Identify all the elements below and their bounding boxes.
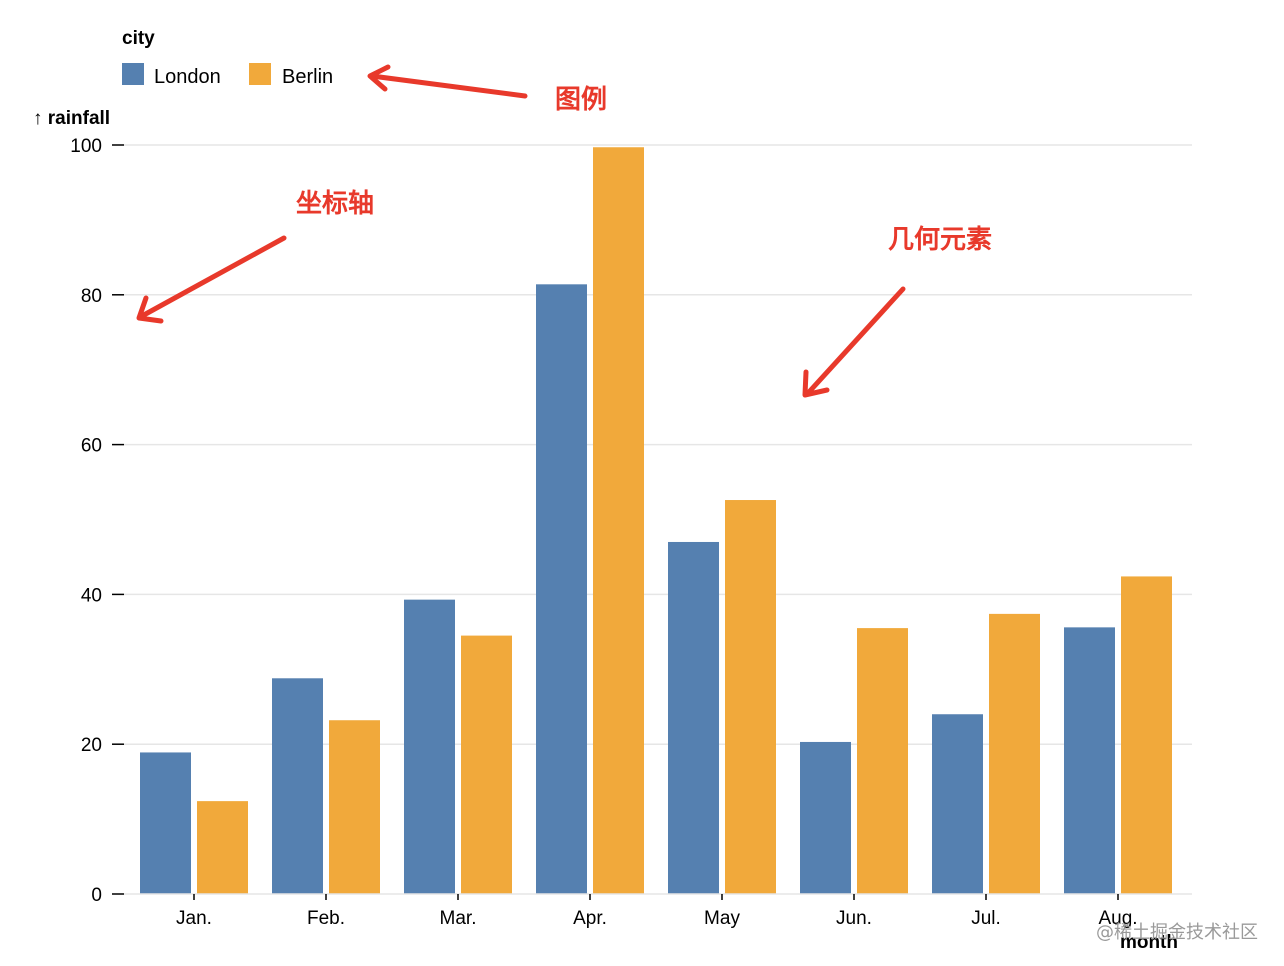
y-axis-title: ↑ rainfall [33, 108, 110, 129]
bar-berlin-1[interactable] [197, 801, 248, 894]
x-tick-label: Apr. [573, 908, 607, 929]
annotation-legend: 图例 [367, 64, 607, 115]
annotation-geometry: 几何元素 [802, 225, 992, 398]
annotation-label-axis: 坐标轴 [296, 189, 374, 219]
x-tick-label: May [704, 908, 740, 929]
bar-london-7[interactable] [932, 714, 983, 894]
x-axis-title: month [1120, 932, 1178, 953]
bar-london-8[interactable] [1064, 627, 1115, 894]
bar-london-4[interactable] [536, 284, 587, 895]
x-tick-label: Aug. [1098, 908, 1137, 929]
annotation-arrowhead-legend [367, 64, 391, 92]
bar-berlin-8[interactable] [1121, 576, 1172, 894]
bar-berlin-6[interactable] [857, 628, 908, 894]
bar-berlin-7[interactable] [989, 613, 1040, 894]
bar-berlin-4[interactable] [593, 147, 644, 894]
watermark: @稀土掘金技术社区 [1096, 922, 1258, 943]
bar-berlin-3[interactable] [461, 635, 512, 894]
y-tick-label: 60 [81, 436, 102, 457]
bar-berlin-5[interactable] [725, 500, 776, 894]
y-tick-label: 40 [81, 585, 102, 606]
y-tick-label: 80 [81, 286, 102, 307]
legend-swatch-berlin [249, 63, 271, 85]
legend-swatch-london [122, 63, 144, 85]
y-tick-label: 100 [70, 136, 102, 157]
bar-london-2[interactable] [272, 678, 323, 894]
legend-title: city [122, 28, 155, 49]
y-tick-label: 20 [81, 735, 102, 756]
annotation-arrow-geometry [806, 286, 906, 395]
legend-label-berlin[interactable]: Berlin [282, 66, 333, 88]
x-tick-label: Mar. [440, 908, 477, 929]
annotation-label-legend: 图例 [555, 85, 607, 115]
x-tick-label: Feb. [307, 908, 345, 929]
annotation-arrowhead-axis [136, 295, 164, 324]
annotation-axis: 坐标轴 [136, 189, 374, 324]
bar-london-5[interactable] [668, 541, 719, 894]
bar-berlin-2[interactable] [329, 720, 380, 894]
annotation-label-geometry: 几何元素 [888, 225, 992, 255]
annotation-arrow-axis [139, 235, 287, 319]
x-tick-label: Jun. [836, 908, 872, 929]
bar-london-6[interactable] [800, 741, 851, 894]
bar-london-1[interactable] [140, 752, 191, 894]
legend-label-london[interactable]: London [154, 66, 221, 88]
legend: city London Berlin [122, 28, 333, 88]
x-tick-label: Jan. [176, 908, 212, 929]
annotation-arrow-legend [369, 73, 528, 99]
bars [140, 147, 1172, 895]
bar-london-3[interactable] [404, 599, 455, 894]
annotation-arrowhead-geometry [802, 369, 830, 398]
axes: 0 20 40 60 80 100 Jan. Feb. Mar. Apr. May Jun. Jul. A… [70, 136, 1192, 929]
x-tick-label: Jul. [971, 908, 1001, 929]
y-tick-label: 0 [91, 885, 102, 906]
